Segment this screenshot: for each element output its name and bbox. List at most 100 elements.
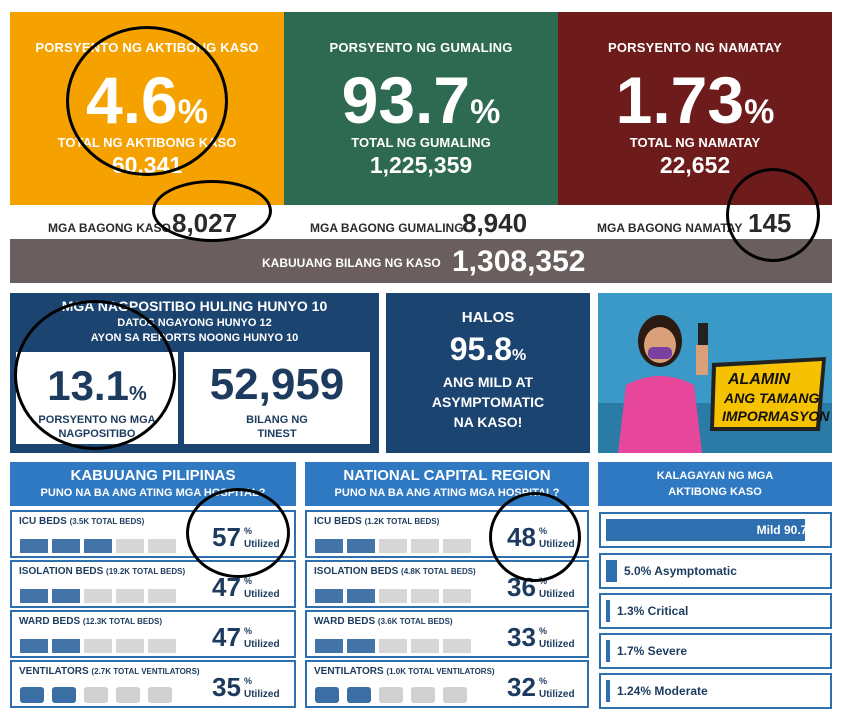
bed-type-total: (4.8K TOTAL BEDS) — [401, 567, 476, 576]
condition-bar — [606, 640, 610, 662]
bed-row: VENTILATORS (1.0K TOTAL VENTILATORS) 32% U… — [305, 660, 589, 708]
bed-row: VENTILATORS (2.7K TOTAL VENTILATORS) 35% U… — [10, 660, 296, 708]
utilization-percent: 35 — [212, 672, 241, 702]
bed-type-total: (1.0K TOTAL VENTILATORS) — [386, 667, 495, 676]
bed-type-label: WARD BEDS (12.3K TOTAL BEDS) — [19, 616, 162, 627]
utilization-segment — [20, 639, 48, 653]
recovered-percent-label: PORSYENTO NG GUMALING — [329, 40, 513, 55]
bed-type-label: ISOLATION BEDS (19.2K TOTAL BEDS) — [19, 566, 185, 577]
bed-row: WARD BEDS (3.6K TOTAL BEDS) 33% Utilized — [305, 610, 589, 658]
condition-bar — [606, 519, 805, 541]
utilization-segment — [116, 589, 144, 603]
ncr-title: NATIONAL CAPITAL REGION — [343, 467, 551, 484]
annotation-circle — [152, 180, 272, 242]
utilization-percent-sign: % — [244, 576, 253, 586]
bed-type-label: ISOLATION BEDS (4.8K TOTAL BEDS) — [314, 566, 476, 577]
annotation-circle — [489, 492, 581, 582]
utilization-segment — [148, 539, 176, 553]
mild-value: 95.8% — [449, 331, 527, 367]
condition-label: 1.3% Critical — [617, 604, 689, 618]
recovered-total-value: 1,225,359 — [369, 152, 473, 178]
bed-row: WARD BEDS (12.3K TOTAL BEDS) 47% Utilized — [10, 610, 296, 658]
bed-type-name: ISOLATION BEDS — [314, 566, 402, 577]
ventilator-icon — [379, 687, 403, 703]
utilization-segment — [315, 639, 343, 653]
bed-type-name: WARD BEDS — [19, 616, 83, 627]
recovered-total-label: TOTAL NG GUMALING — [351, 135, 491, 150]
bed-type-name: ICU BEDS — [19, 516, 70, 527]
new-cases-label: MGA BAGONG KASO — [48, 221, 171, 235]
condition-title2: AKTIBONG KASO — [668, 486, 762, 498]
condition-bar — [606, 560, 617, 582]
utilization-segment — [379, 639, 407, 653]
utilization-segment — [20, 589, 48, 603]
ph-title: KABUUANG PILIPINAS — [70, 467, 236, 484]
utilization-segment — [315, 589, 343, 603]
ventilator-icon — [84, 687, 108, 703]
bed-type-total: (3.6K TOTAL BEDS) — [377, 617, 453, 626]
utilization-segment — [84, 639, 112, 653]
utilization-label: Utilized — [539, 639, 575, 650]
ventilator-icon — [411, 687, 435, 703]
utilization-segment — [84, 589, 112, 603]
deaths-total-value: 22,652 — [659, 152, 731, 178]
bed-type-name: VENTILATORS — [19, 666, 92, 677]
condition-header: KALAGAYAN NG MGA AKTIBONG KASO — [598, 462, 832, 506]
mild-line2: ANG MILD AT — [442, 374, 534, 390]
utilization-segment — [347, 639, 375, 653]
tested-value: 52,959 — [209, 360, 345, 409]
utilization-label: Utilized — [244, 639, 280, 650]
tested-label2: TINEST — [257, 428, 297, 440]
utilization-label: Utilized — [539, 689, 575, 700]
utilization-segment — [148, 589, 176, 603]
utilization-segment — [20, 539, 48, 553]
total-cases-bar: KABUUANG BILANG NG KASO 1,308,352 — [10, 239, 832, 283]
bed-type-total: (19.2K TOTAL BEDS) — [106, 567, 186, 576]
mild-line4: NA KASO! — [453, 414, 523, 430]
condition-row: 1.24% Moderate — [599, 673, 832, 709]
utilization-percent: 33 — [507, 622, 536, 652]
recovered-box: PORSYENTO NG GUMALING 93.7% TOTAL NG GUM… — [284, 12, 558, 205]
tested-label1: BILANG NG — [246, 414, 308, 426]
ventilator-icon — [20, 687, 44, 703]
bed-type-name: ISOLATION BEDS — [19, 566, 107, 577]
tested-card: 52,959 BILANG NG TINEST — [184, 352, 370, 444]
utilization-segment — [347, 539, 375, 553]
utilization-segment — [379, 539, 407, 553]
utilization-segment — [347, 589, 375, 603]
utilization-segment — [116, 539, 144, 553]
utilization-segment — [52, 639, 80, 653]
condition-label: 5.0% Asymptomatic — [624, 564, 737, 578]
ventilator-icon — [315, 687, 339, 703]
utilization-label: Utilized — [244, 589, 280, 600]
annotation-circle — [14, 300, 176, 450]
bed-row: ISOLATION BEDS (19.2K TOTAL BEDS) 47% Util… — [10, 560, 296, 608]
deaths-total-label: TOTAL NG NAMATAY — [629, 135, 761, 150]
utilization-segment — [411, 589, 439, 603]
bed-type-label: ICU BEDS (3.5K TOTAL BEDS) — [19, 516, 144, 527]
utilization-segment — [315, 539, 343, 553]
deaths-percent-value: 1.73% — [615, 63, 775, 137]
woman-illustration — [598, 293, 832, 453]
new-cases-row: MGA BAGONG KASO 8,027 MGA BAGONG GUMALIN… — [0, 205, 846, 239]
utilization-segment — [411, 539, 439, 553]
bed-type-total: (3.5K TOTAL BEDS) — [69, 517, 145, 526]
mild-panel: HALOS 95.8% ANG MILD AT ASYMPTOMATIC NA … — [386, 293, 590, 453]
bed-type-total: (2.7K TOTAL VENTILATORS) — [91, 667, 200, 676]
ventilator-icon — [52, 687, 76, 703]
utilization-percent-sign: % — [244, 676, 253, 686]
utilization-segment — [52, 589, 80, 603]
bed-type-label: ICU BEDS (1.2K TOTAL BEDS) — [314, 516, 439, 527]
ncr-subtitle: PUNO NA BA ANG ATING MGA HOSPITAL? — [334, 487, 560, 499]
bed-type-name: WARD BEDS — [314, 616, 378, 627]
total-cases-value: 1,308,352 — [452, 245, 586, 278]
new-recovered-value: 8,940 — [462, 208, 528, 238]
mild-line3: ASYMPTOMATIC — [431, 394, 545, 410]
new-recovered-label: MGA BAGONG GUMALING — [310, 221, 464, 235]
mild-line1: HALOS — [461, 309, 515, 326]
condition-row: 1.3% Critical — [599, 593, 832, 629]
annotation-circle — [66, 26, 228, 176]
condition-label: 1.7% Severe — [617, 644, 688, 658]
deaths-percent-label: PORSYENTO NG NAMATAY — [608, 40, 782, 55]
utilization-percent-sign: % — [539, 626, 548, 636]
